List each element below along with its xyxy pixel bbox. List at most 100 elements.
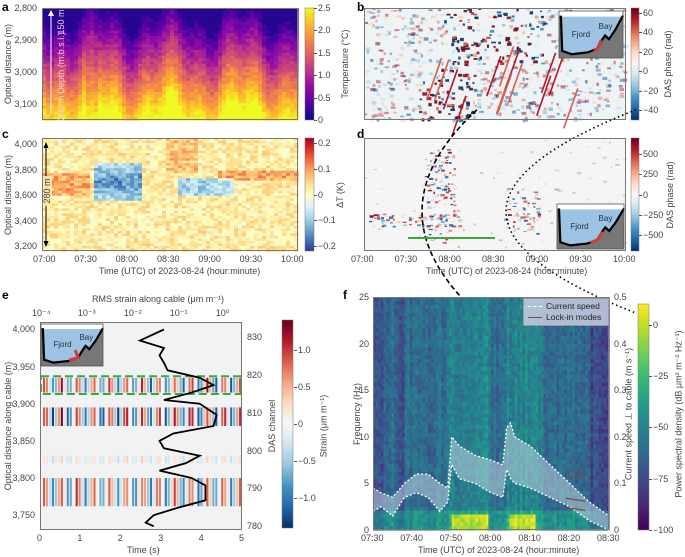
panel-f-xtick: 08:00: [479, 533, 502, 543]
panel-label-b: b: [357, 0, 365, 14]
panel-c-xtick: 07:30: [74, 254, 97, 264]
panel-e-ytick: 3,900: [12, 398, 35, 409]
panel-c-frame: [42, 138, 298, 251]
panel-c-cbar-tick-mark: [314, 220, 317, 222]
panel-a-ytick: 2,800: [14, 3, 37, 13]
panel-c-cbar-tick: 0: [318, 189, 324, 200]
panel-f-lock-in-mode: [565, 497, 586, 502]
panel-e-ytick: 3,800: [12, 473, 35, 483]
annotation-280m: 280 m: [56, 95, 66, 121]
panel-a-cbar-tick: 1.5: [318, 47, 331, 58]
panel-d-cbar-label: DAS phase (rad): [665, 160, 675, 229]
panel-e-cbar-tick: −1.0: [298, 493, 316, 504]
panel-a-ytick: 2,900: [14, 35, 37, 45]
panel-d-xtick: 07:30: [394, 254, 418, 264]
legend-current-speed: Current speed: [528, 301, 600, 311]
panel-e-right-ytick: 800: [247, 445, 263, 456]
panel-e-cbar-tick-mark: [294, 424, 297, 425]
panel-f-current-upper: [372, 421, 610, 517]
legend-lock-in-modes: Lock-in modes: [528, 312, 601, 322]
panel-e-cbar-tick-mark: [294, 461, 297, 463]
panel-e-ylabel: Optical distance along cable (m): [3, 361, 13, 491]
panel-e-top-xlabel: RMS strain along cable (μm m⁻¹): [92, 294, 224, 304]
panel-e-top-xtick: 10⁻¹: [169, 308, 188, 318]
panel-d-xtick: 09:30: [569, 254, 592, 264]
panel-label-c: c: [2, 127, 9, 141]
panel-e-right-ytick: 830: [247, 332, 263, 343]
panel-f-right-ytick: 0.5: [614, 292, 627, 302]
panel-f-cbar-label: Power spectral density (dB μm² m⁻² Hz⁻¹): [673, 329, 684, 498]
panel-d-cbar-tick-mark: [639, 234, 642, 236]
panel-a-ytick: 3,100: [14, 99, 37, 109]
panel-a-cbar-tick: 2.0: [318, 25, 331, 36]
panel-f-ytick: 0: [363, 525, 369, 535]
panel-f-ytick: 5: [363, 478, 369, 489]
panel-f-frame: [373, 297, 609, 530]
panel-b-cbar-tick-mark: [639, 51, 642, 53]
panel-label-d: d: [357, 127, 365, 141]
panel-c-cbar-tick: −0.2: [318, 240, 336, 251]
panel-a-cbar-tick: 2.5: [318, 3, 331, 13]
panel-e-xtick: 0: [37, 533, 43, 543]
panel-f-xtick: 07:50: [439, 533, 463, 543]
panel-e-ytick: 4,000: [12, 324, 35, 335]
panel-a-colorbar: [304, 7, 315, 121]
panel-e-xtick: 5: [239, 533, 245, 543]
panel-f-ytick: 20: [358, 338, 369, 349]
panel-e-xlabel: Time (s): [127, 545, 160, 555]
panel-e-right-ytick: 790: [247, 483, 263, 494]
panel-d-cbar-tick-mark: [639, 214, 642, 216]
panel-d-inset: Fjord Bay: [556, 203, 625, 250]
panel-b-cbar-label: DAS phase (rad): [663, 30, 673, 98]
panel-b-cbar-tick-mark: [639, 90, 642, 92]
panel-d-xtick: 08:00: [438, 254, 461, 264]
panel-f-ytick: 15: [358, 385, 369, 396]
panel-b-colorbar: [630, 7, 640, 121]
panel-d-cbar-tick: 250: [643, 169, 659, 180]
panel-c-heatmap: [42, 138, 299, 252]
panel-c-xlabel: Time (UTC) of 2023-08-24 (hour:minute): [99, 266, 261, 276]
panel-a-frame: [42, 8, 298, 120]
panel-f-xtick: 07:30: [361, 533, 384, 543]
panel-c-cbar-tick-mark: [314, 143, 317, 145]
panel-a-cbar-tick-mark: [314, 30, 317, 32]
panel-d-dotted-curve: [505, 109, 637, 314]
panel-d-colorbar: [630, 137, 640, 252]
panel-d-inset-fjord-label: Fjord: [570, 222, 588, 231]
panel-d-cbar-tick-mark: [639, 174, 642, 176]
panel-b-cbar-tick: −40: [643, 105, 659, 116]
panel-e-top-xtick: 10⁰: [215, 308, 230, 318]
panel-b-cbar-tick-mark: [639, 12, 642, 14]
panel-e-colorbar: [281, 319, 294, 529]
panel-e-ytick: 3,850: [12, 435, 35, 446]
panel-c-annotation-280m: 280 m: [42, 178, 52, 204]
panel-e-ytick: 3,950: [12, 361, 35, 372]
panel-c-cbar-tick: 0.2: [318, 138, 331, 149]
panel-e-right-ytick: 810: [247, 407, 263, 418]
panel-c-ylabel: Optical distance (m): [3, 154, 13, 235]
panel-d-xtick: 08:30: [482, 254, 505, 264]
panel-f-cbar-tick: −100: [653, 525, 674, 535]
panel-a-cbar-tick-mark: [314, 120, 317, 121]
panel-e-ytick: 3,750: [12, 510, 35, 521]
panel-e-top-xtick: 10⁻³: [77, 308, 96, 318]
panel-e-cbar-tick: 1.0: [298, 344, 311, 355]
panel-b-cbar-tick-mark: [639, 32, 642, 34]
panel-c-xtick: 09:00: [198, 254, 221, 264]
panel-d-cbar-tick: 0: [643, 189, 649, 200]
panel-c-cbar-tick-mark: [314, 168, 317, 170]
annotation-depth: Depth (m.b.s.l.): [56, 32, 66, 94]
panel-f-xtick: 08:30: [597, 533, 620, 543]
panel-a-cbar-tick: 1.0: [318, 70, 331, 81]
panel-c-xtick: 09:30: [239, 254, 263, 264]
panel-a-ytick: 3,000: [14, 67, 37, 77]
panel-e-xtick: 1: [77, 533, 83, 543]
panel-f-xlabel: Time (UTC) of 2023-08-24 (hour:minute): [418, 545, 580, 555]
panel-e-cbar-tick: 0: [298, 419, 304, 429]
panel-b-cbar-tick-mark: [639, 71, 642, 73]
panel-d-xtick: 09:00: [525, 254, 549, 264]
panel-f-lock-in-mode: [565, 468, 586, 473]
panel-d-frame: [364, 138, 626, 251]
panel-f-cbar-tick-mark: [649, 375, 652, 377]
panel-d-dashed-curve: [421, 109, 478, 314]
